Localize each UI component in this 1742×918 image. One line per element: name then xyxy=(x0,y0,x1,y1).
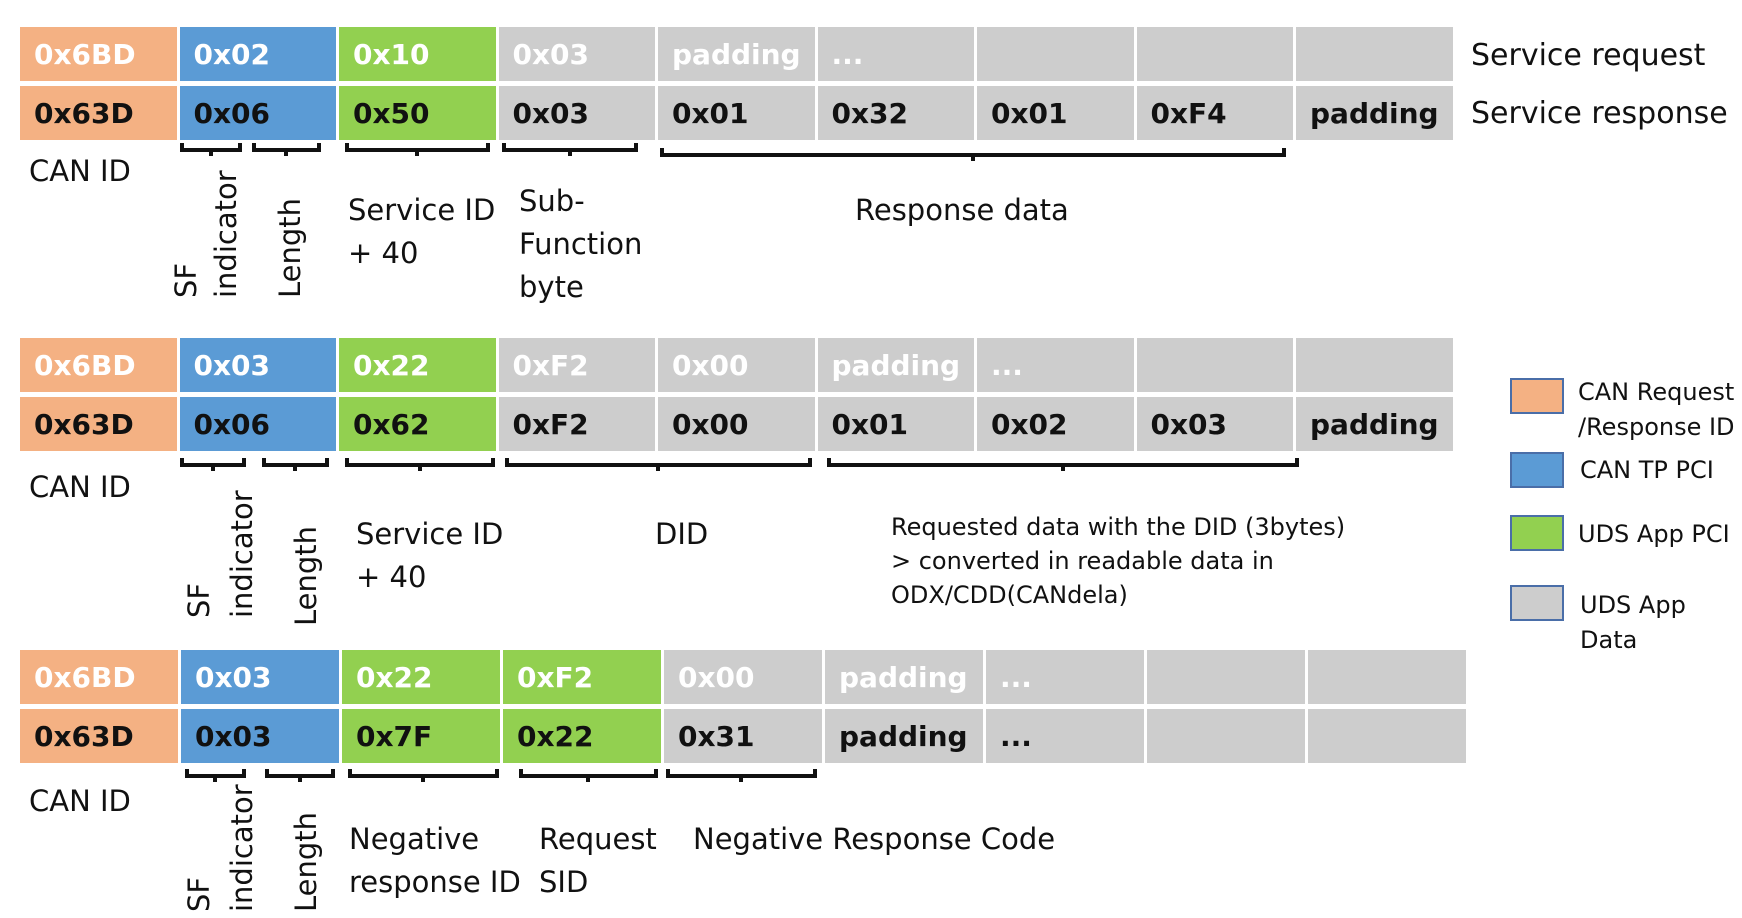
brace-length-2 xyxy=(262,458,329,471)
frame-cell-1-request-8 xyxy=(1136,27,1293,81)
frame-cell-1-response-1: 0x63D xyxy=(20,86,177,140)
legend-label-app-pci: UDS App PCI xyxy=(1578,520,1730,548)
frame-cell-2-request-3: 0x22 xyxy=(339,338,496,392)
frame-cell-3-request-8 xyxy=(1147,650,1305,704)
frame-cell-2-response-3: 0x62 xyxy=(339,397,496,451)
frame-cell-3-response-8 xyxy=(1147,709,1305,763)
frame-cell-3-request-3: 0x22 xyxy=(342,650,500,704)
frame-cell-1-request-6: ... xyxy=(817,27,974,81)
legend-label-app-data: UDS App Data xyxy=(1580,591,1686,654)
legend-swatch-app-pci xyxy=(1510,515,1564,551)
can-id-label-1: CAN ID xyxy=(29,154,131,188)
brace-did xyxy=(505,458,812,471)
frame-cell-2-response-4: 0xF2 xyxy=(498,397,655,451)
frame-cell-3-request-2: 0x03 xyxy=(181,650,339,704)
service-request-label: Service request xyxy=(1471,38,1706,73)
frame-cell-3-response-2: 0x03 xyxy=(181,709,339,763)
frame-cell-3-request-5: 0x00 xyxy=(664,650,822,704)
frame-cell-3-request-4: 0xF2 xyxy=(503,650,661,704)
can-id-label-3: CAN ID xyxy=(29,784,131,818)
brace-sf-indicator-2 xyxy=(180,458,246,471)
brace-service-id-2 xyxy=(345,458,495,471)
legend-label-can-id: CAN Request /Response ID xyxy=(1578,378,1735,441)
legend-swatch-tp-pci xyxy=(1510,452,1564,488)
frame-cell-2-request-7: ... xyxy=(977,338,1134,392)
frame-cell-2-response-9: padding xyxy=(1296,397,1453,451)
response-data-annotation: Response data xyxy=(855,193,1069,227)
brace-length-3 xyxy=(265,769,335,782)
brace-negative-response-code xyxy=(666,769,817,782)
frame-cell-2-request-5: 0x00 xyxy=(658,338,815,392)
frame-cell-2-request-9 xyxy=(1296,338,1453,392)
brace-sf-indicator-3 xyxy=(185,769,246,782)
can-id-label-2: CAN ID xyxy=(29,470,131,504)
frame-cell-2-request-4: 0xF2 xyxy=(498,338,655,392)
brace-response-data xyxy=(660,148,1286,161)
frame-cell-1-request-4: 0x03 xyxy=(498,27,655,81)
frame-cell-1-request-5: padding xyxy=(658,27,815,81)
frame-cell-3-response-9 xyxy=(1308,709,1466,763)
legend-swatch-app-data xyxy=(1510,585,1564,621)
frame-cell-3-response-4: 0x22 xyxy=(503,709,661,763)
frame-cell-1-response-5: 0x01 xyxy=(658,86,815,140)
frame-cell-2-response-8: 0x03 xyxy=(1136,397,1293,451)
frame-cell-1-response-3: 0x50 xyxy=(339,86,496,140)
frame-cell-3-response-3: 0x7F xyxy=(342,709,500,763)
requested-data-annotation: Requested data with the DID (3bytes) > c… xyxy=(891,513,1346,609)
brace-length-1 xyxy=(252,143,321,156)
service-id-annotation-1: Service ID + 40 xyxy=(348,193,496,270)
service-id-annotation-2: Service ID + 40 xyxy=(356,517,504,594)
frame-cell-1-response-8: 0xF4 xyxy=(1136,86,1293,140)
brace-request-sid xyxy=(519,769,658,782)
frame-cell-3-request-9 xyxy=(1308,650,1466,704)
brace-sf-indicator-1 xyxy=(180,143,242,156)
negative-response-id-annotation: Negative response ID xyxy=(349,822,521,899)
frame-cell-1-request-3: 0x10 xyxy=(339,27,496,81)
brace-requested-data xyxy=(827,458,1299,471)
frame-cell-2-request-6: padding xyxy=(817,338,974,392)
frame-cell-3-request-7: ... xyxy=(986,650,1144,704)
request-sid-annotation: Request SID xyxy=(539,822,657,899)
legend-swatch-can-id xyxy=(1510,378,1564,414)
frame-cell-3-response-1: 0x63D xyxy=(20,709,178,763)
frame-cell-2-response-5: 0x00 xyxy=(658,397,815,451)
sub-function-annotation: Sub- Function byte xyxy=(519,184,643,304)
frame-cell-1-request-9 xyxy=(1296,27,1453,81)
frame-cell-2-request-2: 0x03 xyxy=(179,338,336,392)
frame-cell-2-response-1: 0x63D xyxy=(20,397,177,451)
brace-service-id-1 xyxy=(345,143,490,156)
frame-cell-2-response-6: 0x01 xyxy=(817,397,974,451)
frame-cell-1-request-1: 0x6BD xyxy=(20,27,177,81)
frame-cell-1-response-9: padding xyxy=(1296,86,1453,140)
frame-cell-1-request-2: 0x02 xyxy=(179,27,336,81)
frame-cell-3-response-7: ... xyxy=(986,709,1144,763)
frame-cell-2-request-8 xyxy=(1136,338,1293,392)
frame-cell-2-response-2: 0x06 xyxy=(179,397,336,451)
frame-cell-2-response-7: 0x02 xyxy=(977,397,1134,451)
legend-label-tp-pci: CAN TP PCI xyxy=(1580,456,1714,484)
did-annotation: DID xyxy=(655,517,709,551)
frame-cell-3-response-6: padding xyxy=(825,709,983,763)
frame-cell-3-request-1: 0x6BD xyxy=(20,650,178,704)
frame-cell-1-response-2: 0x06 xyxy=(179,86,336,140)
frame-cell-1-response-4: 0x03 xyxy=(498,86,655,140)
frame-cell-1-response-6: 0x32 xyxy=(817,86,974,140)
frame-cell-3-request-6: padding xyxy=(825,650,983,704)
frame-cell-1-request-7 xyxy=(977,27,1134,81)
brace-negative-response-id xyxy=(348,769,499,782)
frame-cell-3-response-5: 0x31 xyxy=(664,709,822,763)
frame-cell-1-response-7: 0x01 xyxy=(977,86,1134,140)
frame-cell-2-request-1: 0x6BD xyxy=(20,338,177,392)
service-response-label: Service response xyxy=(1471,96,1728,131)
negative-response-code-annotation: Negative Response Code xyxy=(693,822,1056,856)
brace-sub-function xyxy=(502,143,638,156)
